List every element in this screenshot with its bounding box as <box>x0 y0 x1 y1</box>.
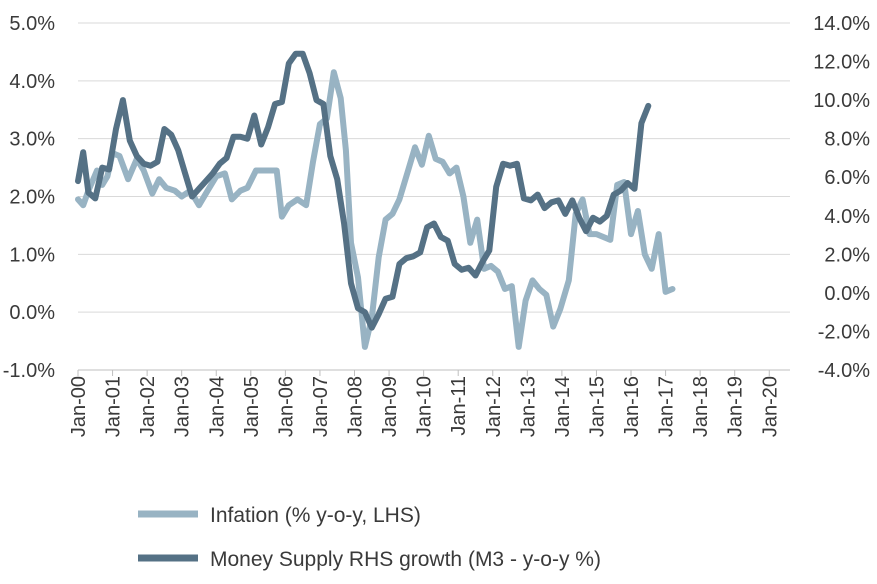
y-left-tick-label: 3.0% <box>9 129 55 151</box>
x-tick-label: Jan-14 <box>552 376 574 437</box>
x-tick-label: Jan-07 <box>310 376 332 437</box>
y-left-axis: -1.0% 0.0% 1.0% 2.0% 3.0% 4.0% 5.0% <box>3 13 55 382</box>
x-tick-label: Jan-06 <box>275 376 297 437</box>
x-tick-label: Jan-11 <box>448 376 470 436</box>
legend-label-inflation: Infation (% y-o-y, LHS) <box>210 504 421 527</box>
series-line-money-supply <box>75 50 652 331</box>
y-left-tick-label: 4.0% <box>9 71 55 93</box>
y-right-tick-label: 4.0% <box>824 206 870 228</box>
y-right-tick-label: 8.0% <box>824 129 870 151</box>
x-tick-label: Jan-05 <box>241 376 263 437</box>
series-layer <box>75 50 676 350</box>
legend-label-money-supply: Money Supply RHS growth (M3 - y-o-y %) <box>210 548 601 571</box>
x-tick-label: Jan-12 <box>483 376 505 437</box>
y-left-tick-label: -1.0% <box>3 360 55 382</box>
x-tick-label: Jan-17 <box>656 376 678 437</box>
x-tick-label: Jan-13 <box>517 376 539 437</box>
x-tick-label: Jan-04 <box>206 376 228 437</box>
legend-entry-money-supply: Money Supply RHS growth (M3 - y-o-y %) <box>138 548 601 571</box>
y-right-tick-label: 0.0% <box>824 283 870 305</box>
y-right-tick-label: 6.0% <box>824 167 870 189</box>
x-tick-label: Jan-00 <box>68 376 90 437</box>
y-right-tick-label: 12.0% <box>813 52 870 74</box>
y-left-tick-label: 2.0% <box>9 187 55 209</box>
x-tick-label: Jan-08 <box>345 376 367 437</box>
x-tick-label: Jan-03 <box>172 376 194 437</box>
x-tick-label: Jan-09 <box>379 376 401 437</box>
x-tick-label: Jan-15 <box>586 376 608 437</box>
x-tick-label: Jan-01 <box>103 376 125 437</box>
x-tick-label: Jan-10 <box>414 376 436 437</box>
x-tick-label: Jan-19 <box>725 376 747 437</box>
x-axis: Jan-00 Jan-01 Jan-02 Jan-03 Jan-04 Jan-05 Jan-… <box>68 369 790 437</box>
y-left-tick-label: 0.0% <box>9 302 55 324</box>
legend: Infation (% y-o-y, LHS) Money Supply RHS… <box>138 504 601 571</box>
y-right-tick-label: -2.0% <box>818 321 870 343</box>
y-left-tick-label: 5.0% <box>9 13 55 35</box>
legend-entry-inflation: Infation (% y-o-y, LHS) <box>138 504 421 527</box>
y-right-tick-label: -4.0% <box>818 360 870 382</box>
x-tick-label: Jan-20 <box>759 376 781 437</box>
y-right-tick-label: 10.0% <box>813 90 870 112</box>
y-right-tick-label: 2.0% <box>824 244 870 266</box>
x-tick-label: Jan-02 <box>137 376 159 437</box>
y-right-axis: -4.0% -2.0% 0.0% 2.0% 4.0% 6.0% 8.0% 10.0% 12.0%… <box>813 13 870 382</box>
y-right-tick-label: 14.0% <box>813 13 870 35</box>
x-tick-label: Jan-16 <box>621 376 643 437</box>
y-left-tick-label: 1.0% <box>9 244 55 266</box>
series-line-inflation <box>75 69 676 350</box>
x-tick-label: Jan-18 <box>690 376 712 437</box>
